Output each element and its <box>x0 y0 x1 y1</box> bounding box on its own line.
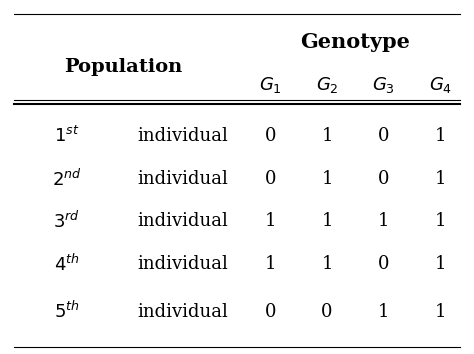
Text: 0: 0 <box>264 127 276 145</box>
Text: individual: individual <box>137 127 228 145</box>
Text: 1: 1 <box>321 255 333 273</box>
Text: Genotype: Genotype <box>301 33 410 52</box>
Text: 1: 1 <box>435 127 447 145</box>
Text: individual: individual <box>137 170 228 188</box>
Text: 1: 1 <box>435 255 447 273</box>
Text: 1: 1 <box>264 212 276 230</box>
Text: 0: 0 <box>378 170 390 188</box>
Text: Population: Population <box>64 58 182 76</box>
Text: 0: 0 <box>264 303 276 320</box>
Text: $2^{nd}$: $2^{nd}$ <box>52 168 81 189</box>
Text: 1: 1 <box>321 127 333 145</box>
Text: $3^{rd}$: $3^{rd}$ <box>53 211 80 232</box>
Text: 1: 1 <box>435 170 447 188</box>
Text: 1: 1 <box>321 212 333 230</box>
Text: $G_1$: $G_1$ <box>259 75 282 95</box>
Text: $1^{st}$: $1^{st}$ <box>54 126 79 146</box>
Text: $G_3$: $G_3$ <box>373 75 395 95</box>
Text: 1: 1 <box>264 255 276 273</box>
Text: 0: 0 <box>378 255 390 273</box>
Text: 0: 0 <box>264 170 276 188</box>
Text: individual: individual <box>137 212 228 230</box>
Text: 1: 1 <box>378 303 390 320</box>
Text: individual: individual <box>137 255 228 273</box>
Text: 0: 0 <box>321 303 333 320</box>
Text: 1: 1 <box>321 170 333 188</box>
Text: 1: 1 <box>435 212 447 230</box>
Text: 1: 1 <box>378 212 390 230</box>
Text: $5^{th}$: $5^{th}$ <box>54 301 79 322</box>
Text: 0: 0 <box>378 127 390 145</box>
Text: $G_2$: $G_2$ <box>316 75 338 95</box>
Text: 1: 1 <box>435 303 447 320</box>
Text: individual: individual <box>137 303 228 320</box>
Text: $G_4$: $G_4$ <box>429 75 452 95</box>
Text: $4^{th}$: $4^{th}$ <box>54 253 79 274</box>
